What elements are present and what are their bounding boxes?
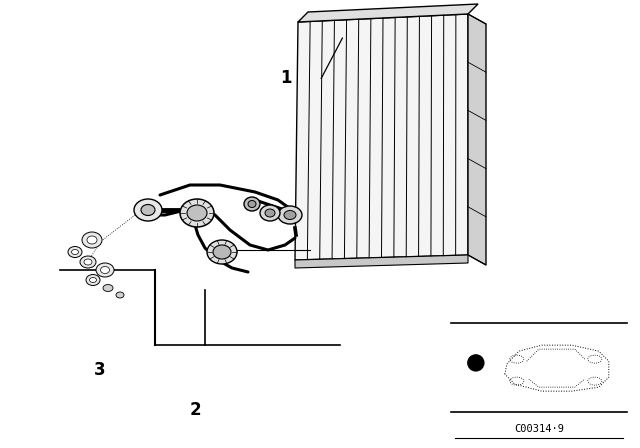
Ellipse shape [68, 246, 82, 258]
Ellipse shape [84, 259, 92, 265]
Text: 2: 2 [189, 401, 201, 419]
Polygon shape [298, 4, 478, 22]
Ellipse shape [260, 205, 280, 221]
Ellipse shape [207, 240, 237, 264]
Ellipse shape [248, 201, 256, 207]
Ellipse shape [134, 199, 162, 221]
Circle shape [468, 355, 484, 371]
Ellipse shape [90, 277, 97, 283]
Ellipse shape [187, 205, 207, 221]
Text: 3: 3 [93, 361, 105, 379]
Ellipse shape [80, 256, 96, 268]
Polygon shape [295, 255, 468, 268]
Ellipse shape [213, 245, 231, 259]
Ellipse shape [284, 211, 296, 220]
Ellipse shape [100, 267, 109, 273]
Ellipse shape [72, 250, 79, 254]
Ellipse shape [244, 197, 260, 211]
Ellipse shape [86, 275, 100, 285]
Ellipse shape [96, 263, 114, 277]
Ellipse shape [82, 232, 102, 248]
Polygon shape [468, 14, 486, 265]
Text: C00314·9: C00314·9 [514, 424, 564, 434]
Text: 1: 1 [280, 69, 291, 87]
Ellipse shape [103, 284, 113, 292]
Ellipse shape [116, 292, 124, 298]
Polygon shape [295, 14, 468, 260]
Ellipse shape [265, 209, 275, 217]
Ellipse shape [141, 204, 155, 215]
Ellipse shape [87, 236, 97, 244]
Ellipse shape [180, 199, 214, 227]
Ellipse shape [278, 206, 302, 224]
